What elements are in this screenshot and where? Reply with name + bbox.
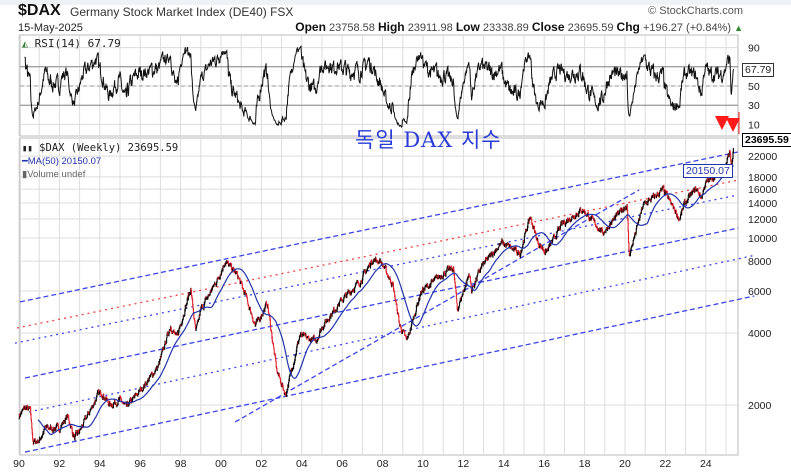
x-tick-label: 22 <box>660 458 672 470</box>
x-tick-label: 20 <box>619 458 631 470</box>
rsi-tick-label: 90 <box>748 43 760 55</box>
y-tick-label: 4000 <box>748 328 772 340</box>
x-tick-label: 24 <box>700 458 712 470</box>
x-tick-label: 16 <box>538 458 550 470</box>
y-tick-label: 16000 <box>748 184 777 196</box>
open-value: 23758.58 <box>329 22 375 34</box>
ma-line-icon: ━ <box>22 156 28 167</box>
legend-volume: ▮Volume undef <box>22 169 85 181</box>
price-bars <box>18 148 734 446</box>
price-value-box: 23695.59 <box>742 133 791 147</box>
x-tick-label: 00 <box>215 458 227 470</box>
annotation-title: 독일 DAX 지수 <box>355 128 502 152</box>
x-tick-label: 04 <box>296 458 308 470</box>
legend-ma-text: MA(50) 20150.07 <box>27 156 102 167</box>
trendlines <box>14 151 757 453</box>
grid <box>18 34 739 456</box>
trendline <box>16 179 739 329</box>
index-name-text: Germany Stock Market Index (DE40) <box>70 5 267 19</box>
x-tick-label: 94 <box>94 458 106 470</box>
red-arrow-icon <box>726 118 740 132</box>
trendline <box>234 189 640 423</box>
ma-line-group <box>37 165 734 436</box>
x-tick-label: 96 <box>134 458 146 470</box>
rsi-icon: ◭ <box>22 39 29 50</box>
chart-date: 15-May-2025 <box>18 22 83 34</box>
y-tick-label: 8000 <box>748 256 772 268</box>
x-tick-label: 12 <box>458 458 470 470</box>
legend-volume-text: Volume undef <box>27 169 86 180</box>
x-tick-label: 08 <box>377 458 389 470</box>
x-tick-label: 98 <box>175 458 187 470</box>
volume-icon: ▮ <box>22 169 28 180</box>
low-value: 23338.89 <box>482 22 529 34</box>
red-arrow-icon <box>715 116 729 130</box>
y-tick-label: 14000 <box>748 198 777 210</box>
close-value: 23695.59 <box>567 22 614 34</box>
high-value: 23911.98 <box>407 22 453 34</box>
low-label: Low <box>455 20 480 34</box>
rsi-tick-label: 30 <box>748 100 760 112</box>
y-tick-label: 2000 <box>748 400 772 412</box>
x-tick-label: 06 <box>336 458 348 470</box>
up-arrow-icon: ▲ <box>734 23 743 33</box>
legend-price-text: $DAX (Weekly) 23695.59 <box>39 142 179 154</box>
rsi-value-box: 67.79 <box>742 63 775 77</box>
high-label: High <box>377 20 405 34</box>
price-frame <box>19 137 739 456</box>
bar-icon: ▮▮ <box>22 144 33 154</box>
rsi-label: ◭ RSI(14) 67.79 <box>22 37 121 51</box>
ma-line <box>37 165 734 436</box>
x-tick-label: 10 <box>417 458 429 470</box>
trendline <box>24 295 755 453</box>
open-label: Open <box>295 20 326 34</box>
symbol: $DAX <box>18 2 61 19</box>
chg-value: +196.27 (+0.84%) <box>642 22 732 34</box>
index-name: Germany Stock Market Index (DE40) FSX <box>70 5 293 19</box>
legend-price: ▮▮ $DAX (Weekly) 23695.59 <box>22 142 178 156</box>
trendline <box>19 151 739 303</box>
exchange: FSX <box>270 5 294 19</box>
chg-label: Chg <box>616 20 640 34</box>
rsi-tick-label: 50 <box>748 81 760 93</box>
rsi-panel <box>20 45 738 128</box>
y-tick-label: 10000 <box>748 233 777 245</box>
rsi-label-text: RSI(14) 67.79 <box>34 37 121 50</box>
x-tick-label: 18 <box>579 458 591 470</box>
legend-ma: ━MA(50) 20150.07 <box>22 156 101 168</box>
top-strip <box>0 0 791 5</box>
x-tick-label: 02 <box>256 458 268 470</box>
copyright[interactable]: © StockCharts.com <box>648 5 743 17</box>
y-tick-label: 22000 <box>748 151 777 163</box>
x-tick-label: 92 <box>54 458 66 470</box>
close-label: Close <box>531 20 565 34</box>
y-tick-label: 6000 <box>748 286 772 298</box>
x-tick-label: 14 <box>498 458 510 470</box>
rsi-line <box>24 45 734 128</box>
rsi-tick-label: 10 <box>748 119 760 131</box>
red-arrow-markers <box>715 112 740 134</box>
trendline <box>24 227 739 379</box>
ma-value-box: 20150.07 <box>683 164 733 178</box>
ohlc-summary: Open 23758.58 High 23911.98 Low 23338.89… <box>295 20 743 35</box>
trendline <box>28 254 757 413</box>
y-tick-label: 12000 <box>748 214 777 226</box>
x-tick-label: 90 <box>13 458 25 470</box>
y-tick-label: 18000 <box>748 172 777 184</box>
